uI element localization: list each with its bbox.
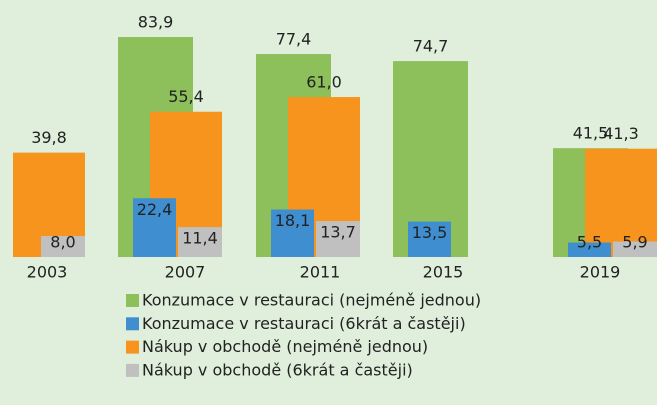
value-label: 11,4: [182, 229, 218, 248]
value-label: 13,7: [320, 223, 356, 242]
x-tick-label: 2003: [27, 263, 68, 282]
x-tick-label: 2019: [580, 263, 621, 282]
value-label: 8,0: [50, 233, 75, 252]
value-label: 41,3: [603, 124, 639, 143]
value-label: 18,1: [275, 211, 311, 230]
value-label: 74,7: [413, 37, 449, 56]
bar: [316, 221, 360, 257]
x-tick-label: 2015: [423, 263, 464, 282]
value-label: 55,4: [168, 87, 204, 106]
legend-swatch: [126, 363, 139, 377]
legend-label: Konzumace v restauraci (6krát a častěji): [142, 314, 466, 333]
value-label: 39,8: [31, 128, 67, 147]
bar: [613, 241, 657, 257]
value-label: 22,4: [137, 200, 173, 219]
legend-swatch: [126, 317, 139, 331]
legend-label: Nákup v obchodě (nejméně jednou): [142, 337, 428, 356]
value-label: 61,0: [306, 73, 342, 92]
legend-swatch: [126, 340, 139, 354]
legend-label: Konzumace v restauraci (nejméně jednou): [142, 291, 481, 310]
bar: [408, 221, 451, 257]
bar: [271, 209, 314, 257]
bar: [178, 227, 222, 257]
value-label: 83,9: [138, 12, 174, 31]
bar: [41, 236, 85, 257]
bar: [133, 198, 176, 257]
bar: [585, 148, 657, 257]
value-label: 77,4: [276, 30, 312, 49]
bar: [568, 242, 611, 257]
value-label: 5,5: [577, 233, 602, 252]
value-label: 5,9: [622, 233, 647, 252]
value-label: 41,5: [573, 124, 609, 143]
x-tick-label: 2011: [300, 263, 341, 282]
x-tick-label: 2007: [165, 263, 206, 282]
legend-swatch: [126, 294, 139, 307]
value-label: 13,5: [412, 223, 448, 242]
legend-label: Nákup v obchodě (6krát a častěji): [142, 360, 413, 379]
